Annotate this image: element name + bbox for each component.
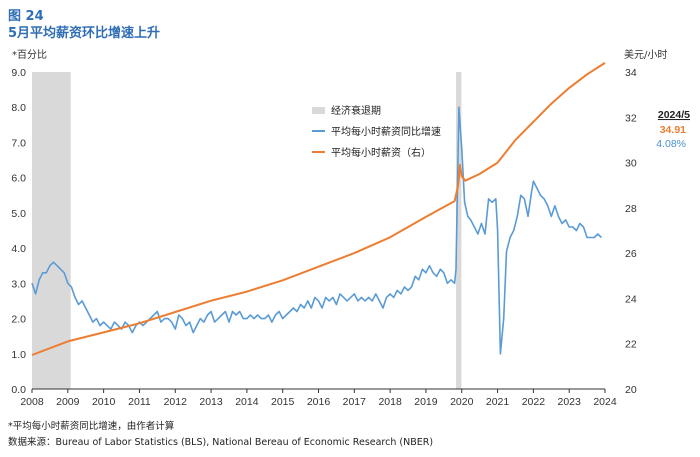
legend-label-wage: 平均每小时薪资（右） xyxy=(331,146,431,159)
x-tick-labels: 2008 2009 2010 2011 2012 2013 2014 2015 2016 2017… xyxy=(20,389,617,408)
footnote: *平均每小时薪资同比增速，由作者计算 xyxy=(8,421,175,432)
x-tick-label: 2022 xyxy=(522,396,546,408)
recession-bands xyxy=(32,72,462,389)
x-tick-label: 2020 xyxy=(450,396,474,408)
left-y-tick-label: 1.0 xyxy=(11,349,26,361)
x-tick-label: 2016 xyxy=(307,396,331,408)
figure-title: 5月平均薪资环比增速上升 xyxy=(8,26,161,41)
legend-label-recession: 经济衰退期 xyxy=(331,104,381,117)
right-y-tick-label: 26 xyxy=(625,248,637,260)
annotation-growth-value: 4.08% xyxy=(656,138,686,150)
left-y-tick-label: 4.0 xyxy=(11,243,26,255)
x-tick-label: 2012 xyxy=(164,396,188,408)
x-tick-label: 2017 xyxy=(343,396,367,408)
annotation-wage-value: 34.91 xyxy=(660,124,686,136)
x-tick-label: 2015 xyxy=(271,396,295,408)
right-y-tick-label: 24 xyxy=(625,293,637,305)
recession-band xyxy=(456,72,462,389)
recession-band xyxy=(32,72,71,389)
source-note: 数据来源：Bureau of Labor Statistics (BLS), N… xyxy=(8,437,434,448)
x-tick-label: 2013 xyxy=(199,396,223,408)
left-y-tick-label: 5.0 xyxy=(11,208,26,220)
left-y-tick-label: 8.0 xyxy=(11,102,26,114)
annotation-date: 2024/5 xyxy=(658,109,690,121)
legend-swatch-recession xyxy=(312,107,325,114)
left-y-tick-label: 9.0 xyxy=(11,67,26,79)
left-y-tick-labels: 0.0 1.0 2.0 3.0 4.0 5.0 6.0 7.0 8.0 9.0 xyxy=(11,67,26,396)
figure-number: 图 24 xyxy=(8,9,44,24)
wage-growth-line xyxy=(31,106,602,355)
x-tick-label: 2023 xyxy=(558,396,582,408)
right-y-tick-label: 30 xyxy=(625,158,637,170)
x-tick-label: 2019 xyxy=(414,396,438,408)
left-y-tick-label: 0.0 xyxy=(11,384,26,396)
x-tick-label: 2009 xyxy=(56,396,80,408)
legend: 经济衰退期 平均每小时薪资同比增速 平均每小时薪资（右） xyxy=(312,104,441,159)
left-y-tick-label: 7.0 xyxy=(11,137,26,149)
left-y-tick-label: 6.0 xyxy=(11,173,26,185)
right-y-tick-label: 20 xyxy=(625,384,637,396)
wage-level-line xyxy=(31,62,606,356)
left-y-tick-label: 2.0 xyxy=(11,314,26,326)
x-tick-label: 2018 xyxy=(378,396,402,408)
left-y-tick-label: 3.0 xyxy=(11,278,26,290)
x-tick-label: 2024 xyxy=(593,396,617,408)
x-tick-label: 2011 xyxy=(128,396,151,408)
x-tick-label: 2010 xyxy=(92,396,116,408)
series-lines xyxy=(31,62,606,356)
right-axis-label: 美元/小时 xyxy=(624,48,667,61)
right-y-tick-label: 34 xyxy=(625,67,637,79)
right-y-tick-label: 28 xyxy=(625,203,637,215)
x-tick-label: 2021 xyxy=(486,396,510,408)
x-tick-label: 2014 xyxy=(235,396,259,408)
x-tick-label: 2008 xyxy=(20,396,44,408)
right-y-tick-label: 32 xyxy=(625,112,637,124)
right-y-tick-label: 22 xyxy=(625,339,637,351)
legend-label-growth: 平均每小时薪资同比增速 xyxy=(331,125,441,138)
left-axis-label: *百分比 xyxy=(12,49,47,61)
right-y-tick-labels: 20 22 24 26 28 30 32 34 xyxy=(625,67,637,396)
latest-value-annotation: 2024/5 34.91 4.08% xyxy=(656,109,690,150)
